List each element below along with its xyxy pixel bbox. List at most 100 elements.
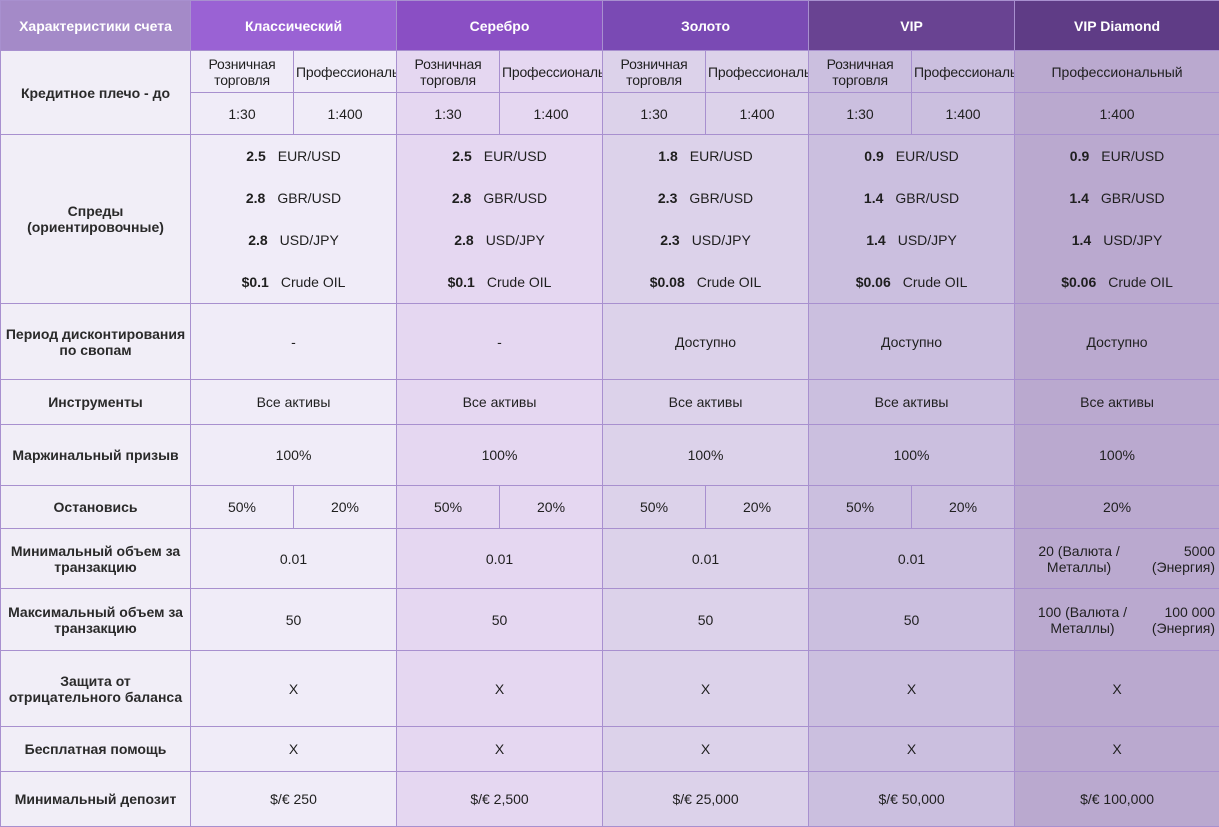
max-volume-value: 50 (397, 589, 603, 651)
stop-out-value: 20% (500, 486, 603, 529)
max-volume-row: Максимальный объем за транзакцию 50 50 5… (1, 589, 1219, 651)
header-gold: Золото (603, 1, 809, 51)
instruments-value: Все активы (603, 380, 809, 425)
spread-line: 1.4 GBR/USD (1017, 177, 1217, 219)
leverage-type-professional: Профессиональный (706, 51, 809, 93)
instruments-value: Все активы (1015, 380, 1219, 425)
stop-out-value: 20% (912, 486, 1015, 529)
min-volume-energy: 5000 (Энергия) (1135, 543, 1215, 575)
swap-value: - (191, 304, 397, 380)
min-deposit-value: $/€ 50,000 (809, 772, 1015, 827)
header-vip: VIP (809, 1, 1015, 51)
negative-balance-value: X (397, 651, 603, 727)
leverage-type-row: Кредитное плечо - до Розничная торговля … (1, 51, 1219, 93)
spread-pair: EUR/USD (484, 135, 547, 177)
negative-balance-value: X (191, 651, 397, 727)
stop-out-row: Остановись 50% 20% 50% 20% 50% 20% 50% 2… (1, 486, 1219, 529)
negative-balance-value: X (603, 651, 809, 727)
min-volume-value: 0.01 (191, 529, 397, 589)
spread-pair: EUR/USD (896, 135, 959, 177)
negative-balance-value: X (1015, 651, 1219, 727)
spread-value: $0.1 (448, 261, 475, 303)
max-volume-diamond: 100 (Валюта / Металлы) 100 000 (Энергия) (1015, 589, 1219, 651)
swap-label: Период дисконтирования по свопам (1, 304, 191, 380)
free-help-row: Бесплатная помощь X X X X X (1, 727, 1219, 772)
leverage-value: 1:30 (191, 93, 294, 135)
instruments-value: Все активы (191, 380, 397, 425)
spread-line: $0.1 Crude OIL (399, 261, 600, 303)
stop-out-value: 50% (397, 486, 500, 529)
leverage-type-professional: Профессиональный (1015, 51, 1219, 93)
spread-pair: Crude OIL (903, 261, 968, 303)
spread-value: $0.06 (1061, 261, 1096, 303)
min-deposit-value: $/€ 25,000 (603, 772, 809, 827)
negative-balance-row: Защита от отрицательного баланса X X X X… (1, 651, 1219, 727)
stop-out-value: 20% (706, 486, 809, 529)
min-deposit-value: $/€ 2,500 (397, 772, 603, 827)
margin-call-value: 100% (809, 425, 1015, 486)
margin-call-value: 100% (1015, 425, 1219, 486)
stop-out-value: 50% (809, 486, 912, 529)
min-volume-value: 0.01 (397, 529, 603, 589)
spread-pair: Crude OIL (697, 261, 762, 303)
spread-value: 2.8 (452, 177, 471, 219)
free-help-value: X (397, 727, 603, 772)
leverage-type-retail: Розничная торговля (809, 51, 912, 93)
margin-call-value: 100% (397, 425, 603, 486)
margin-call-label: Маржинальный призыв (1, 425, 191, 486)
spread-pair: Crude OIL (487, 261, 552, 303)
spread-line: 0.9 EUR/USD (811, 135, 1012, 177)
margin-call-value: 100% (191, 425, 397, 486)
swap-value: Доступно (809, 304, 1015, 380)
spread-pair: GBR/USD (1101, 177, 1165, 219)
free-help-label: Бесплатная помощь (1, 727, 191, 772)
spread-pair: EUR/USD (1101, 135, 1164, 177)
max-volume-energy: 100 000 (Энергия) (1136, 604, 1215, 636)
instruments-value: Все активы (397, 380, 603, 425)
leverage-value: 1:400 (912, 93, 1015, 135)
min-volume-value: 0.01 (603, 529, 809, 589)
leverage-type-professional: Профессиональный (294, 51, 397, 93)
spread-value: 1.4 (1069, 177, 1088, 219)
min-deposit-label: Минимальный депозит (1, 772, 191, 827)
free-help-value: X (191, 727, 397, 772)
min-volume-metals: 20 (Валюта / Металлы) (1029, 543, 1129, 575)
min-volume-value: 0.01 (809, 529, 1015, 589)
spread-value: 1.4 (1072, 219, 1091, 261)
max-volume-value: 50 (809, 589, 1015, 651)
free-help-value: X (1015, 727, 1219, 772)
spread-value: 2.8 (454, 219, 473, 261)
leverage-label: Кредитное плечо - до (1, 51, 191, 135)
spread-value: 2.5 (246, 135, 265, 177)
swap-value: Доступно (1015, 304, 1219, 380)
leverage-value: 1:400 (500, 93, 603, 135)
leverage-type-retail: Розничная торговля (191, 51, 294, 93)
min-deposit-value: $/€ 250 (191, 772, 397, 827)
max-volume-metals: 100 (Валюта / Металлы) (1029, 604, 1136, 636)
stop-out-value: 50% (603, 486, 706, 529)
spread-value: 0.9 (864, 135, 883, 177)
spread-pair: EUR/USD (690, 135, 753, 177)
spread-pair: EUR/USD (278, 135, 341, 177)
spread-pair: GBR/USD (689, 177, 753, 219)
spread-pair: USD/JPY (1103, 219, 1162, 261)
free-help-value: X (809, 727, 1015, 772)
stop-out-value: 20% (294, 486, 397, 529)
max-volume-value: 50 (603, 589, 809, 651)
min-volume-row: Минимальный объем за транзакцию 0.01 0.0… (1, 529, 1219, 589)
min-volume-label: Минимальный объем за транзакцию (1, 529, 191, 589)
max-volume-value: 50 (191, 589, 397, 651)
